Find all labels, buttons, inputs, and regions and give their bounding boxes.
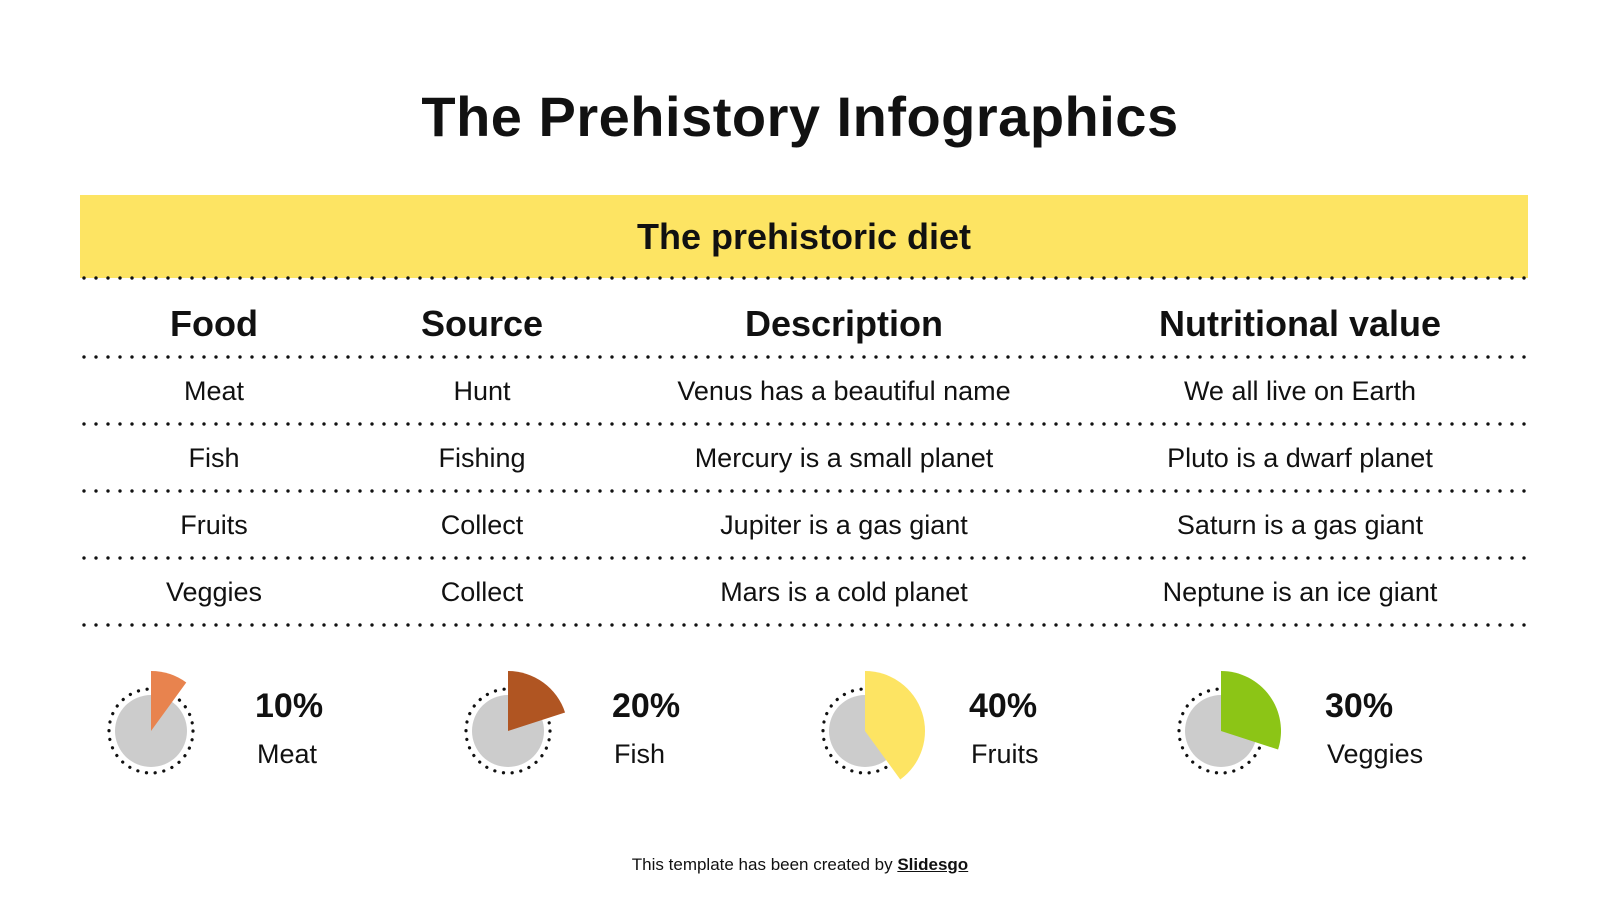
divider <box>78 489 1530 493</box>
divider <box>78 556 1530 560</box>
header-description: Description <box>744 303 944 344</box>
stat-label: Fish <box>614 739 666 769</box>
cell-nutritional-value: We all live on Earth <box>1183 375 1417 406</box>
pie-slice <box>151 671 187 731</box>
pie-slice <box>1221 671 1281 750</box>
pie-chart-veggies <box>1177 671 1281 775</box>
table-row: Fish Fishing Mercury is a small planet P… <box>80 425 1528 491</box>
table-banner: The prehistoric diet <box>80 195 1528 278</box>
footer-text: This template has been created by <box>631 855 898 874</box>
table-row: Fruits Collect Jupiter is a gas giant Sa… <box>80 492 1528 558</box>
stat-label: Veggies <box>1327 739 1424 769</box>
divider <box>78 355 1530 359</box>
stat-percent: 20% <box>612 687 681 725</box>
table-row: Veggies Collect Mars is a cold planet Ne… <box>80 559 1528 625</box>
stat-label: Meat <box>257 739 318 769</box>
stat-fruits: 40% Fruits <box>819 665 1199 795</box>
header-nutritional-value: Nutritional value <box>1158 303 1442 344</box>
cell-source: Hunt <box>453 375 511 406</box>
pie-chart-fruits <box>821 671 926 780</box>
pie-chart-meat <box>107 671 195 775</box>
header-food: Food <box>170 303 258 344</box>
cell-description: Jupiter is a gas giant <box>720 509 968 540</box>
cell-nutritional-value: Saturn is a gas giant <box>1176 509 1424 540</box>
cell-description: Venus has a beautiful name <box>677 375 1011 406</box>
cell-source: Collect <box>440 509 524 540</box>
cell-source: Fishing <box>438 442 526 473</box>
header-source: Source <box>420 303 544 344</box>
cell-source: Collect <box>440 576 524 607</box>
pie-chart-fish <box>464 671 566 775</box>
stat-percent: 40% <box>969 687 1038 725</box>
stat-veggies: 30% Veggies <box>1175 665 1555 795</box>
cell-nutritional-value: Pluto is a dwarf planet <box>1167 442 1433 473</box>
cell-description: Mars is a cold planet <box>720 576 968 607</box>
stat-percent: 30% <box>1325 687 1394 725</box>
table-header-row: Food Source Description Nutritional valu… <box>80 292 1528 356</box>
cell-food: Fish <box>188 442 240 473</box>
divider <box>78 276 1530 280</box>
table-row: Meat Hunt Venus has a beautiful name We … <box>80 358 1528 424</box>
cell-food: Veggies <box>165 576 263 607</box>
stat-label: Fruits <box>971 739 1039 769</box>
divider <box>78 422 1530 426</box>
pie-dotted-ring <box>464 687 552 775</box>
cell-description: Mercury is a small planet <box>694 442 994 473</box>
cell-nutritional-value: Neptune is an ice giant <box>1162 576 1438 607</box>
pie-slice <box>508 671 566 731</box>
pie-slice <box>865 671 926 780</box>
stat-meat: 10% Meat <box>105 665 485 795</box>
stat-fish: 20% Fish <box>462 665 842 795</box>
cell-food: Meat <box>183 375 245 406</box>
pie-dotted-ring <box>107 687 195 775</box>
footer-credit: This template has been created by Slides… <box>0 855 1600 875</box>
divider <box>78 623 1530 627</box>
stat-percent: 10% <box>255 687 324 725</box>
page-title: The Prehistory Infographics <box>421 85 1179 148</box>
slidesgo-link[interactable]: Slidesgo <box>897 855 969 874</box>
banner-title: The prehistoric diet <box>636 215 972 257</box>
cell-food: Fruits <box>180 509 248 540</box>
